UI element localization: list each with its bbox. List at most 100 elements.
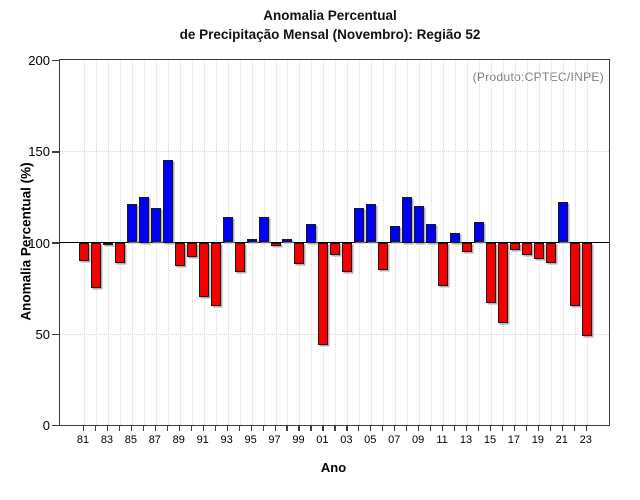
bar-16: [497, 242, 508, 323]
plot-area: (Produto:CPTEC/INPE): [59, 59, 610, 426]
bar-01: [318, 242, 329, 345]
x-tick-99: [298, 426, 300, 431]
bar-15: [485, 242, 496, 303]
bar-11: [438, 242, 449, 287]
x-tick-label: 03: [340, 434, 353, 446]
bar-20: [545, 242, 556, 263]
bar-88: [162, 160, 173, 243]
x-tick-04: [358, 426, 360, 431]
x-tick-83: [106, 426, 109, 431]
bar-07: [390, 226, 401, 243]
bar-90: [186, 242, 197, 258]
bar-86: [138, 196, 149, 243]
bar-93: [222, 216, 233, 243]
bar-06: [378, 242, 389, 270]
x-tick-label: 85: [124, 434, 137, 446]
x-tick-label: 19: [531, 434, 544, 446]
chart-title-line2: de Precipitação Mensal (Novembro): Regiã…: [179, 27, 481, 42]
y-tick-label: 150: [28, 144, 50, 160]
bar-92: [210, 242, 221, 307]
x-tick-14: [478, 426, 480, 431]
x-tick-85: [130, 426, 133, 431]
bar-96: [258, 216, 269, 243]
baseline-100: [60, 241, 609, 244]
x-tick-23: [585, 426, 587, 431]
bar-87: [150, 207, 161, 243]
x-tick-label: 23: [579, 434, 592, 446]
bar-13: [462, 242, 473, 252]
x-tick-11: [442, 426, 444, 431]
bar-09: [414, 206, 425, 243]
bar-95: [246, 238, 257, 243]
y-tick-150: [52, 151, 59, 153]
x-tick-93: [226, 426, 228, 431]
chart-title: Anomalia Percentual de Precipitação Mens…: [0, 6, 640, 44]
y-tick-label: 0: [42, 418, 50, 433]
bar-21: [557, 202, 568, 243]
bar-19: [533, 242, 544, 259]
x-tick-13: [466, 426, 468, 431]
x-tick-91: [202, 426, 204, 431]
bar-12: [450, 233, 461, 243]
y-tick-label: 200: [28, 53, 50, 68]
x-tick-label: 21: [555, 434, 568, 446]
x-tick-09: [418, 426, 420, 431]
product-annotation: (Produto:CPTEC/INPE): [472, 70, 604, 84]
x-tick-07: [394, 426, 396, 431]
x-tick-label: 97: [268, 434, 281, 446]
x-tick-12: [454, 426, 456, 431]
x-tick-86: [142, 426, 145, 431]
x-tick-label: 05: [364, 434, 377, 446]
bar-81: [79, 242, 89, 261]
x-tick-97: [274, 426, 276, 431]
bar-98: [282, 238, 293, 243]
x-tick-label: 13: [459, 434, 473, 446]
y-tick-50: [52, 333, 59, 336]
bar-04: [354, 207, 365, 243]
horizontal-gridline: [60, 151, 609, 153]
y-axis-tick-labels: 0 50 100 150 200: [6, 53, 50, 433]
x-tick-15: [489, 426, 492, 431]
x-tick-18: [525, 426, 528, 431]
x-tick-17: [513, 426, 516, 431]
bar-14: [474, 222, 484, 243]
bar-05: [366, 204, 377, 243]
x-tick-label: 11: [436, 434, 448, 446]
x-tick-22: [573, 426, 575, 431]
y-tick-label: 50: [35, 326, 50, 342]
x-tick-89: [178, 426, 180, 431]
bar-18: [521, 242, 532, 256]
x-tick-81: [83, 426, 85, 431]
x-tick-label: 09: [412, 434, 425, 446]
x-tick-06: [382, 426, 384, 431]
bar-03: [342, 242, 353, 272]
x-tick-label: 07: [388, 434, 401, 446]
bar-89: [174, 242, 185, 267]
x-tick-01: [322, 426, 324, 431]
x-tick-00: [310, 426, 312, 431]
bar-82: [90, 242, 101, 289]
x-tick-94: [238, 426, 240, 431]
y-tick-200: [52, 59, 59, 62]
x-axis-ticks: [59, 426, 608, 432]
bar-08: [402, 196, 413, 243]
x-tick-label: 89: [172, 434, 185, 446]
bar-23: [581, 242, 592, 336]
x-tick-92: [214, 426, 216, 431]
x-tick-label: 99: [292, 434, 305, 446]
x-tick-label: 95: [244, 434, 257, 446]
x-tick-87: [154, 426, 156, 431]
x-tick-label: 83: [100, 434, 114, 446]
x-tick-label: 81: [76, 434, 90, 446]
x-tick-84: [118, 426, 121, 431]
bar-84: [114, 242, 125, 263]
y-axis-title: Anomalia Percentual (%): [18, 162, 34, 321]
x-tick-label: 87: [148, 434, 161, 446]
x-axis-title: Ano: [320, 460, 347, 475]
x-tick-label: 17: [507, 434, 521, 446]
x-tick-21: [561, 426, 563, 431]
x-tick-03: [346, 426, 348, 431]
x-tick-20: [549, 426, 552, 431]
x-tick-88: [166, 426, 168, 431]
